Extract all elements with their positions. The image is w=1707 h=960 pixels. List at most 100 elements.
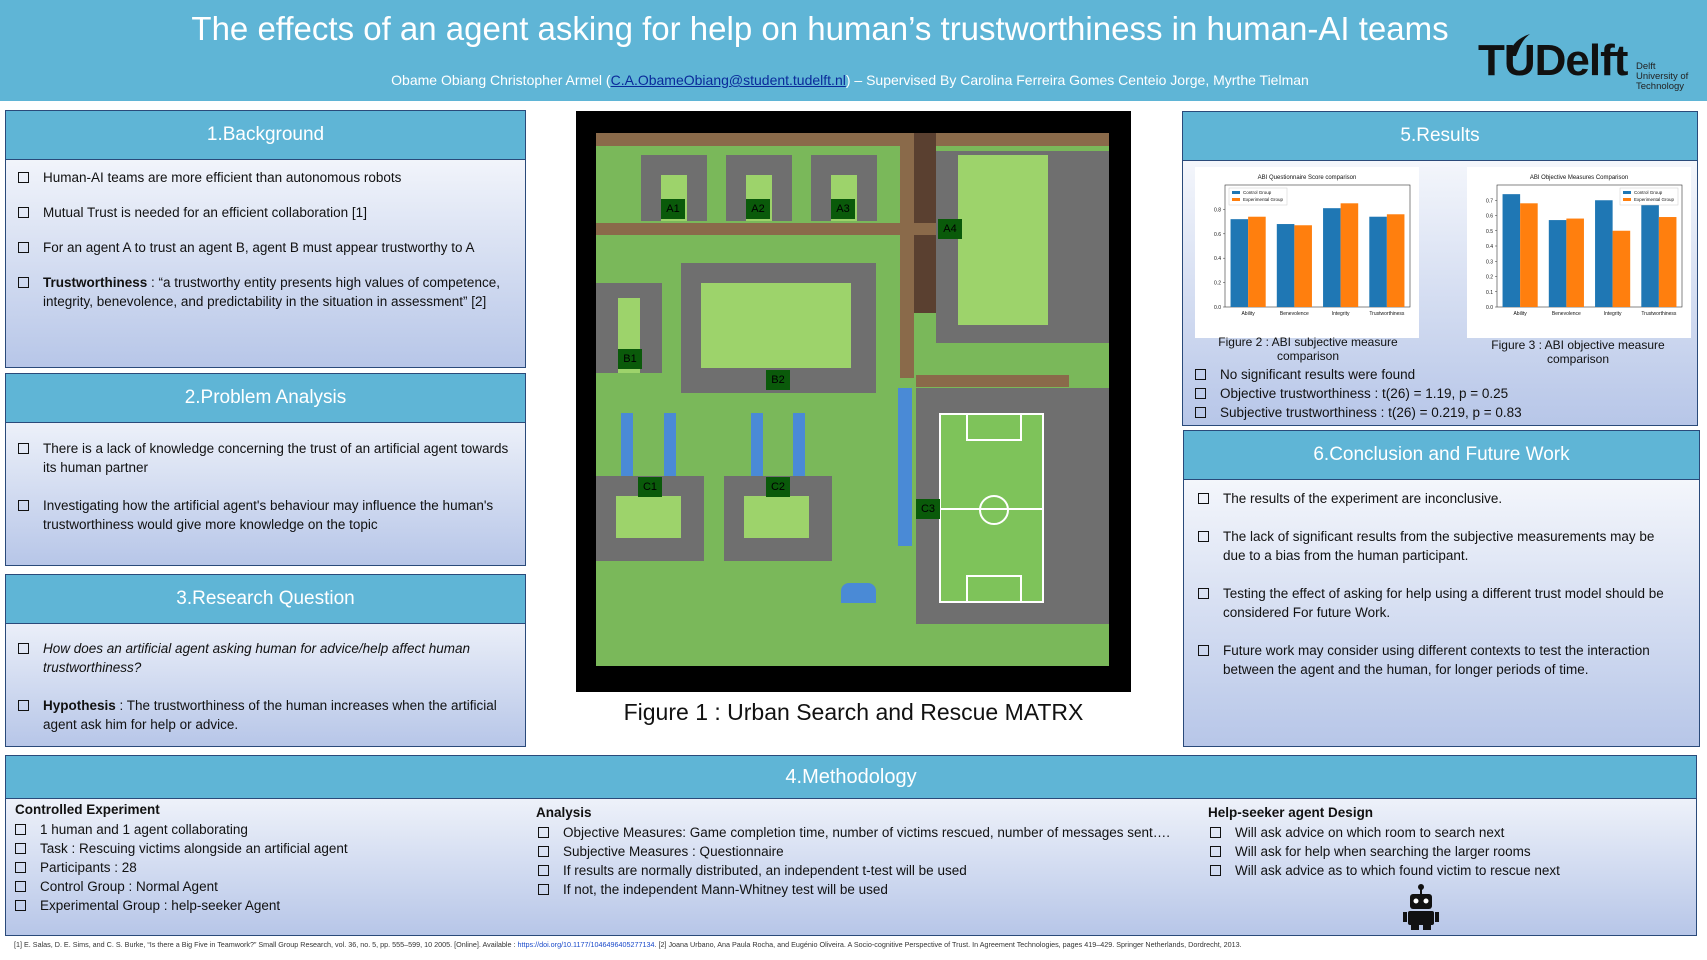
list-item: Investigating how the artificial agent's… [18, 496, 517, 534]
research-panel: 3.Research Question How does an artifici… [5, 574, 526, 747]
abi-questionnaire-chart: ABI Questionnaire Score comparison 0.0 0.2… [1195, 167, 1419, 338]
abi-objective-chart: ABI Objective Measures Comparison 0.0 0.1 0… [1467, 167, 1691, 338]
x-tick-label: Integrity [1604, 311, 1622, 317]
chart-legend: Control Group Experimental Group [1228, 187, 1288, 206]
y-tick-label: 0.0 [1214, 305, 1221, 311]
list-item: Will ask advice as to which found victim… [1210, 861, 1658, 880]
brown-path [900, 133, 914, 378]
supervisors: ) – Supervised By Carolina Ferreira Gome… [845, 72, 1309, 88]
door-a4: A4 [938, 219, 962, 239]
y-tick-label: 0.2 [1486, 275, 1493, 281]
legend-box [1228, 187, 1288, 206]
legend-swatch [1232, 191, 1240, 194]
door-a1: A1 [661, 199, 685, 219]
door-a2: A2 [746, 199, 770, 219]
chart-legend: Control Group Experimental Group [1619, 187, 1679, 206]
list-item: Mutual Trust is needed for an efficient … [18, 203, 517, 222]
x-tick-label: Ability [1513, 311, 1527, 317]
bar-control-group [1641, 204, 1659, 307]
y-tick-label: 0.5 [1486, 229, 1493, 235]
background-list: Human-AI teams are more efficient than a… [6, 160, 525, 311]
background-heading: 1.Background [6, 111, 525, 160]
research-list: How does an artificial agent asking huma… [6, 624, 525, 734]
analysis-column: Analysis Objective Measures: Game comple… [536, 805, 1186, 899]
list-item: Task : Rescuing victims alongside an art… [15, 839, 515, 858]
list-item: If results are normally distributed, an … [538, 861, 1186, 880]
hypothesis: Hypothesis : The trustworthiness of the … [18, 696, 517, 734]
problem-heading: 2.Problem Analysis [6, 374, 525, 423]
list-item: Objective trustworthiness : t(26) = 1.19… [1195, 384, 1522, 403]
figure3-caption: Figure 3 : ABI objective measure compari… [1491, 338, 1665, 366]
list-item: Objective Measures: Game completion time… [538, 823, 1186, 842]
x-tick-label: Benevolence [1280, 311, 1309, 317]
author-email-link[interactable]: C.A.ObameObiang@student.tudelft.nl [610, 72, 846, 88]
conclusion-list: The results of the experiment are inconc… [1184, 480, 1699, 679]
y-tick-label: 0.1 [1486, 290, 1493, 296]
water-channel [621, 413, 633, 483]
y-tick-label: 0.4 [1214, 256, 1221, 262]
controlled-experiment-title: Controlled Experiment [15, 802, 160, 817]
research-question: How does an artificial agent asking huma… [18, 639, 517, 677]
room-b2-floor [701, 283, 851, 368]
list-item: There is a lack of knowledge concerning … [18, 439, 517, 477]
legend-swatch [1232, 198, 1240, 201]
bar-control-group [1548, 220, 1567, 307]
list-item: Will ask for help when searching the lar… [1210, 842, 1658, 861]
flame-icon [1508, 34, 1530, 56]
y-tick-label: 0.2 [1214, 281, 1221, 287]
results-panel: 5.Results ABI Questionnaire Score compar… [1182, 111, 1698, 426]
results-heading: 5.Results [1183, 112, 1697, 161]
tudelft-logo: TUDelft Delft University of Technology [1478, 34, 1698, 96]
door-b1: B1 [618, 349, 642, 369]
x-tick-label: Ability [1241, 311, 1255, 317]
trustworthiness-term: Trustworthiness [43, 275, 148, 290]
conclusion-panel: 6.Conclusion and Future Work The results… [1183, 430, 1700, 747]
reference-1-link[interactable]: https://doi.org/10.1177/1046496405277134 [517, 940, 655, 949]
room-a4-floor [958, 155, 1048, 325]
room-c1-floor [616, 496, 681, 538]
bar-control-group [1276, 224, 1295, 307]
list-item: Human-AI teams are more efficient than a… [18, 168, 517, 187]
poster-title: The effects of an agent asking for help … [191, 10, 1449, 47]
path-tiles [596, 133, 1109, 146]
water-channel [664, 413, 676, 483]
legend-label: Control Group [1634, 190, 1663, 195]
room-c2-floor [744, 496, 809, 538]
door-c2: C2 [766, 477, 790, 497]
legend-box [1619, 187, 1679, 206]
chart-svg: ABI Questionnaire Score comparison 0.0 0.2… [1214, 175, 1411, 317]
door-c3: C3 [916, 499, 940, 519]
list-item: Subjective trustworthiness : t(26) = 0.2… [1195, 403, 1522, 422]
list-item: Control Group : Normal Agent [15, 877, 515, 896]
legend-label: Control Group [1243, 190, 1272, 195]
door-c1: C1 [638, 477, 662, 497]
brown-path [916, 375, 1069, 387]
bar-control-group [1369, 216, 1387, 307]
conclusion-heading: 6.Conclusion and Future Work [1184, 431, 1699, 480]
list-item: Subjective Measures : Questionnaire [538, 842, 1186, 861]
door-b2: B2 [766, 370, 790, 390]
bar-experimental-group [1520, 203, 1538, 307]
research-heading: 3.Research Question [6, 575, 525, 624]
soccer-field [939, 413, 1044, 603]
bar-experimental-group [1658, 217, 1677, 307]
hypothesis-text: : The trustworthiness of the human incre… [43, 698, 497, 732]
logo-wordmark: TUDelft [1478, 36, 1628, 85]
y-tick-label: 0.3 [1486, 259, 1493, 265]
y-tick-label: 0.4 [1486, 244, 1493, 250]
list-item: 1 human and 1 agent collaborating [15, 820, 515, 839]
results-list: No significant results were found Object… [1183, 365, 1530, 422]
author-line: Obame Obiang Christopher Armel (C.A.Obam… [0, 72, 1700, 88]
legend-label: Experimental Group [1243, 197, 1284, 202]
list-item: Trustworthiness : “a trustworthy entity … [18, 273, 517, 311]
bar-control-group [1595, 200, 1613, 307]
chart-title: ABI Objective Measures Comparison [1530, 175, 1628, 181]
poster-header: The effects of an agent asking for help … [0, 0, 1707, 101]
reference-1: [1] E. Salas, D. E. Sims, and C. S. Burk… [14, 940, 518, 949]
bar-experimental-group [1386, 214, 1405, 307]
y-tick-label: 0.6 [1214, 232, 1221, 238]
victims-row [596, 603, 886, 623]
help-seeker-design-title: Help-seeker agent Design [1208, 805, 1374, 820]
water-channel [898, 388, 912, 546]
problem-list: There is a lack of knowledge concerning … [6, 423, 525, 534]
